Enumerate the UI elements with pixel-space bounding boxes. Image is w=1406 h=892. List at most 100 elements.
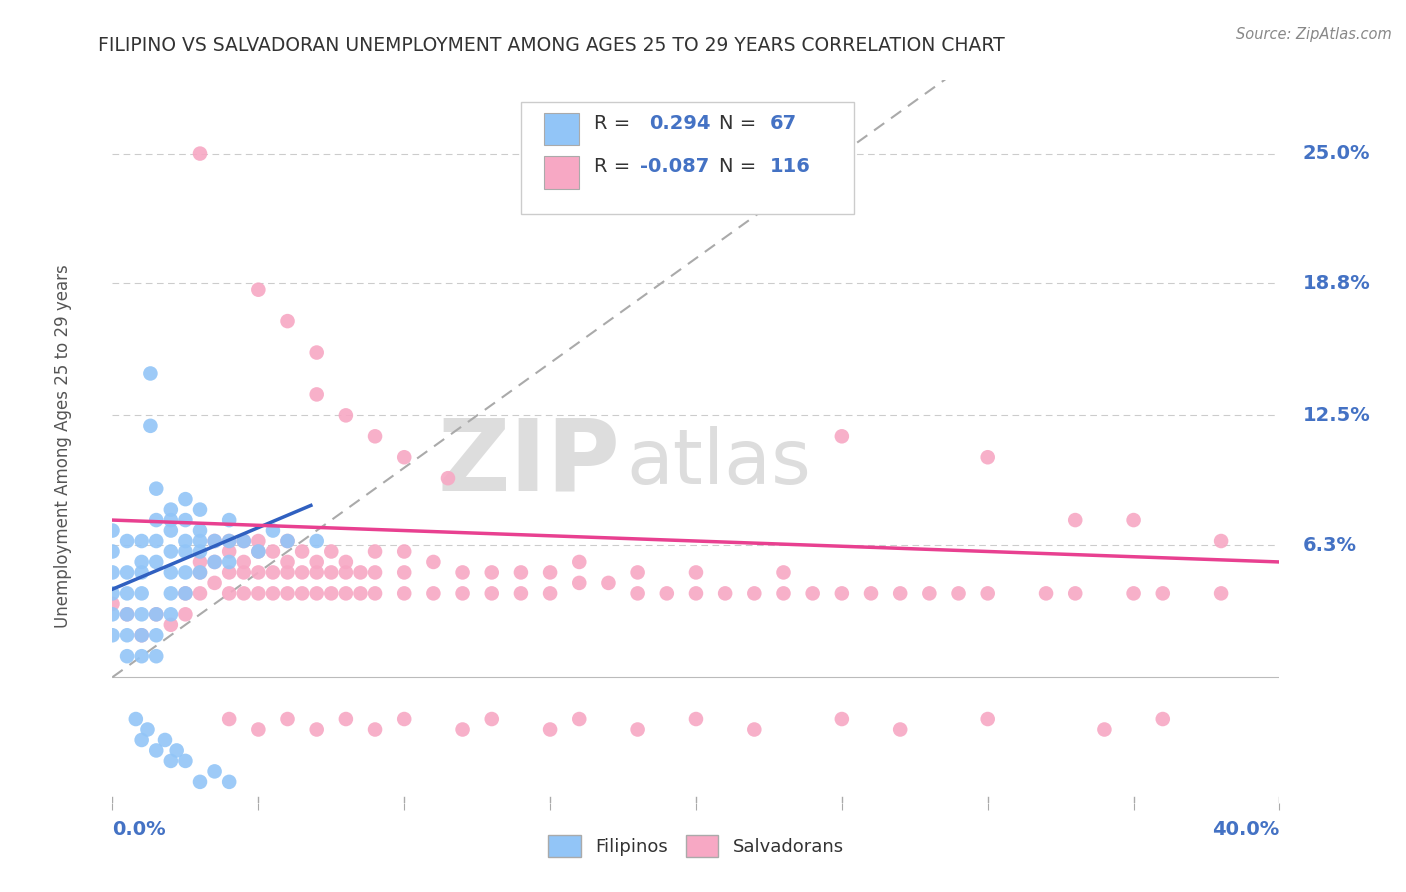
- Point: [1064, 586, 1087, 600]
- Text: R =: R =: [595, 114, 637, 133]
- Point: [188, 555, 211, 569]
- Point: [305, 345, 328, 359]
- Point: [831, 712, 853, 726]
- Point: [101, 597, 124, 611]
- Point: [160, 754, 183, 768]
- Point: [262, 544, 284, 558]
- Point: [394, 586, 416, 600]
- Point: [1152, 712, 1174, 726]
- Point: [247, 283, 270, 297]
- Text: N =: N =: [720, 158, 763, 177]
- Text: 0.294: 0.294: [650, 114, 711, 133]
- Point: [364, 429, 387, 443]
- Point: [509, 566, 531, 580]
- Point: [160, 566, 183, 580]
- Point: [145, 513, 167, 527]
- Point: [801, 586, 824, 600]
- Text: 116: 116: [769, 158, 810, 177]
- Point: [115, 534, 138, 549]
- Point: [394, 544, 416, 558]
- Point: [247, 566, 270, 580]
- Point: [101, 566, 124, 580]
- Point: [101, 628, 124, 642]
- Point: [131, 586, 153, 600]
- Point: [889, 723, 911, 737]
- Point: [232, 555, 254, 569]
- Point: [262, 524, 284, 538]
- Point: [218, 544, 240, 558]
- Point: [305, 555, 328, 569]
- Point: [481, 586, 503, 600]
- Point: [131, 607, 153, 622]
- Point: [145, 534, 167, 549]
- Point: [772, 586, 794, 600]
- Point: [394, 566, 416, 580]
- Point: [349, 586, 371, 600]
- Point: [232, 534, 254, 549]
- Point: [131, 566, 153, 580]
- Point: [291, 586, 314, 600]
- Point: [714, 586, 737, 600]
- Point: [204, 555, 226, 569]
- Point: [321, 566, 343, 580]
- Point: [1122, 513, 1144, 527]
- Point: [305, 387, 328, 401]
- Text: R =: R =: [595, 158, 637, 177]
- Point: [976, 712, 998, 726]
- Point: [136, 723, 159, 737]
- Text: Unemployment Among Ages 25 to 29 years: Unemployment Among Ages 25 to 29 years: [55, 264, 72, 628]
- Point: [188, 566, 211, 580]
- Point: [627, 566, 650, 580]
- Point: [335, 555, 357, 569]
- Point: [742, 723, 765, 737]
- Point: [174, 566, 197, 580]
- Point: [976, 586, 998, 600]
- Point: [174, 513, 197, 527]
- Point: [247, 544, 270, 558]
- Text: N =: N =: [720, 114, 763, 133]
- Point: [627, 586, 650, 600]
- Point: [598, 575, 620, 590]
- Point: [131, 534, 153, 549]
- Point: [437, 471, 460, 485]
- Point: [1122, 586, 1144, 600]
- Point: [145, 482, 167, 496]
- Point: [976, 450, 998, 465]
- Point: [481, 712, 503, 726]
- Point: [1152, 586, 1174, 600]
- Text: 0.0%: 0.0%: [112, 820, 166, 838]
- Point: [685, 586, 707, 600]
- Point: [160, 524, 183, 538]
- Point: [115, 628, 138, 642]
- Point: [276, 534, 298, 549]
- Point: [422, 586, 444, 600]
- Point: [538, 586, 561, 600]
- Point: [131, 733, 153, 747]
- Point: [364, 586, 387, 600]
- FancyBboxPatch shape: [520, 102, 853, 214]
- Point: [451, 566, 474, 580]
- Point: [305, 534, 328, 549]
- Point: [685, 712, 707, 726]
- Text: 40.0%: 40.0%: [1212, 820, 1279, 838]
- Point: [174, 754, 197, 768]
- Point: [160, 502, 183, 516]
- Point: [394, 450, 416, 465]
- Text: 12.5%: 12.5%: [1303, 406, 1371, 425]
- Point: [115, 607, 138, 622]
- Point: [204, 555, 226, 569]
- Point: [218, 534, 240, 549]
- Point: [115, 566, 138, 580]
- Point: [538, 566, 561, 580]
- Legend: Filipinos, Salvadorans: Filipinos, Salvadorans: [538, 826, 853, 866]
- Point: [247, 586, 270, 600]
- Point: [131, 649, 153, 664]
- Point: [538, 723, 561, 737]
- Text: 25.0%: 25.0%: [1303, 145, 1371, 163]
- Point: [145, 743, 167, 757]
- Point: [1064, 513, 1087, 527]
- Point: [262, 566, 284, 580]
- Point: [145, 607, 167, 622]
- Point: [188, 534, 211, 549]
- Point: [188, 146, 211, 161]
